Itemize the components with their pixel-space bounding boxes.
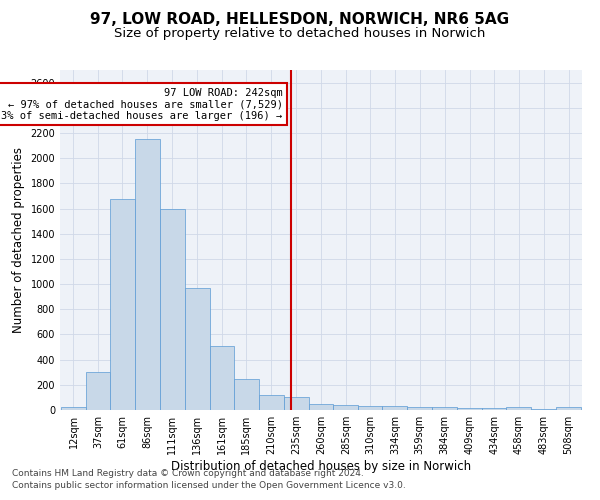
Text: Contains HM Land Registry data © Crown copyright and database right 2024.: Contains HM Land Registry data © Crown c… xyxy=(12,468,364,477)
Bar xyxy=(210,346,233,410)
Bar xyxy=(61,407,86,410)
Bar xyxy=(135,140,160,410)
Bar xyxy=(86,372,110,410)
Bar xyxy=(556,407,581,410)
Text: 97, LOW ROAD, HELLESDON, NORWICH, NR6 5AG: 97, LOW ROAD, HELLESDON, NORWICH, NR6 5A… xyxy=(91,12,509,28)
Bar xyxy=(233,378,259,410)
Text: 97 LOW ROAD: 242sqm
← 97% of detached houses are smaller (7,529)
3% of semi-deta: 97 LOW ROAD: 242sqm ← 97% of detached ho… xyxy=(1,88,283,121)
Bar xyxy=(358,406,382,410)
Bar xyxy=(110,199,135,410)
Bar xyxy=(259,395,284,410)
Bar xyxy=(506,408,531,410)
Text: Size of property relative to detached houses in Norwich: Size of property relative to detached ho… xyxy=(115,28,485,40)
Bar xyxy=(160,208,185,410)
Bar xyxy=(382,406,407,410)
Bar xyxy=(407,408,432,410)
Bar xyxy=(284,398,308,410)
Text: Contains public sector information licensed under the Open Government Licence v3: Contains public sector information licen… xyxy=(12,481,406,490)
Bar xyxy=(432,408,457,410)
Y-axis label: Number of detached properties: Number of detached properties xyxy=(12,147,25,333)
Bar xyxy=(334,405,358,410)
Bar xyxy=(308,404,334,410)
Bar xyxy=(457,408,482,410)
Bar xyxy=(482,408,506,410)
Bar xyxy=(185,288,210,410)
X-axis label: Distribution of detached houses by size in Norwich: Distribution of detached houses by size … xyxy=(171,460,471,473)
